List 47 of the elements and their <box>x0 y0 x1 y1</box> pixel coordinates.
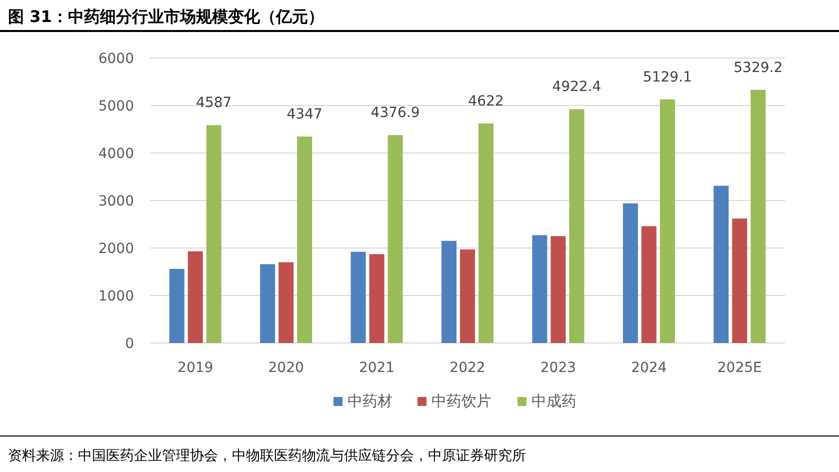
bar <box>350 252 366 343</box>
legend-label: 中药材 <box>348 392 392 410</box>
bar <box>641 226 656 343</box>
x-tick-label: 2025E <box>717 360 762 376</box>
bar <box>260 264 276 343</box>
y-tick-label: 3000 <box>98 194 134 210</box>
x-tick-label: 2024 <box>631 360 667 376</box>
bar <box>369 254 384 343</box>
bar <box>569 109 584 343</box>
bar <box>622 203 638 343</box>
y-tick-label: 1000 <box>98 288 134 304</box>
bar <box>750 90 766 343</box>
y-tick-label: 2000 <box>98 241 134 257</box>
bar <box>442 240 456 343</box>
bar <box>278 262 294 343</box>
x-tick-label: 2020 <box>268 360 304 376</box>
bar <box>550 236 566 343</box>
data-label: 4622 <box>468 93 504 110</box>
data-label: 4922.4 <box>552 79 602 96</box>
data-label: 4587 <box>196 95 232 112</box>
chart-title: 图 31：中药细分行业市场规模变化（亿元） <box>8 7 324 26</box>
y-tick-label: 4000 <box>98 146 134 162</box>
bar <box>388 135 403 343</box>
bar <box>297 136 312 343</box>
bar <box>660 99 675 343</box>
legend-label: 中药饮片 <box>432 392 492 410</box>
bar <box>206 125 222 343</box>
y-tick-label: 0 <box>125 336 134 352</box>
bar <box>478 123 494 343</box>
data-label: 5129.1 <box>642 69 692 86</box>
data-label: 4376.9 <box>370 105 420 122</box>
bar <box>188 251 203 343</box>
y-tick-label: 5000 <box>98 98 134 114</box>
x-tick-label: 2021 <box>358 360 395 376</box>
data-label: 4347 <box>286 106 322 123</box>
text: 资料来源：中国医药企业管理协会，中物联医药物流与供应链分会，中原证券研究所 <box>8 448 526 464</box>
bar <box>460 249 475 343</box>
x-tick-label: 2019 <box>178 360 214 376</box>
data-label: 5329.2 <box>734 60 783 76</box>
bar <box>732 218 748 343</box>
x-tick-label: 2022 <box>450 360 486 376</box>
bar <box>169 268 184 343</box>
legend-label: 中成药 <box>532 392 576 410</box>
bar <box>714 186 729 343</box>
x-tick-label: 2023 <box>540 360 576 376</box>
y-tick-label: 6000 <box>98 51 134 67</box>
bar <box>532 235 548 343</box>
